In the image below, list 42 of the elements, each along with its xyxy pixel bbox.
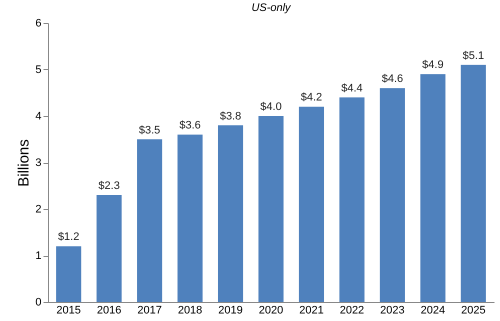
bar <box>178 134 203 302</box>
x-tick-label: 2024 <box>420 304 446 316</box>
data-label: $5.1 <box>462 50 484 62</box>
bar <box>380 88 405 302</box>
bar <box>56 246 82 302</box>
bar <box>96 195 122 302</box>
x-tick-label: 2018 <box>178 304 202 316</box>
data-label: $2.3 <box>98 180 120 192</box>
y-tick-label: 5 <box>35 64 42 76</box>
data-label: $4.0 <box>260 101 282 113</box>
y-tick-label: 4 <box>35 110 42 122</box>
x-tick-label: 2023 <box>380 304 405 316</box>
y-tick-label: 6 <box>35 18 42 30</box>
bar <box>137 139 162 302</box>
x-tick-label: 2015 <box>56 304 81 316</box>
data-label: $3.6 <box>179 120 201 132</box>
bar <box>339 97 364 302</box>
x-tick-label: 2017 <box>137 304 162 316</box>
bar <box>460 64 486 302</box>
x-tick-label: 2020 <box>258 304 284 316</box>
x-tick-label: 2021 <box>299 304 324 316</box>
data-label: $1.2 <box>58 231 80 244</box>
bar <box>258 116 284 302</box>
y-tick-label: 1 <box>35 250 42 262</box>
x-tick-label: 2022 <box>340 304 364 316</box>
data-label: $4.4 <box>341 82 363 94</box>
bar <box>420 74 446 302</box>
data-label: $3.5 <box>138 124 160 136</box>
data-label: $4.9 <box>422 59 444 72</box>
y-axis-title: Billions <box>15 139 32 187</box>
data-label: $3.8 <box>220 110 242 122</box>
x-tick-label: 2019 <box>218 304 243 316</box>
bar <box>298 106 324 302</box>
bar <box>218 125 244 302</box>
x-tick-label: 2016 <box>96 304 122 316</box>
x-tick-label: 2025 <box>461 304 486 316</box>
chart-subtitle: US-only <box>251 2 292 14</box>
y-tick-label: 2 <box>35 204 42 216</box>
y-tick-label: 0 <box>35 296 42 308</box>
data-label: $4.2 <box>300 92 322 104</box>
y-tick-label: 3 <box>35 157 42 169</box>
data-label: $4.6 <box>382 73 404 86</box>
